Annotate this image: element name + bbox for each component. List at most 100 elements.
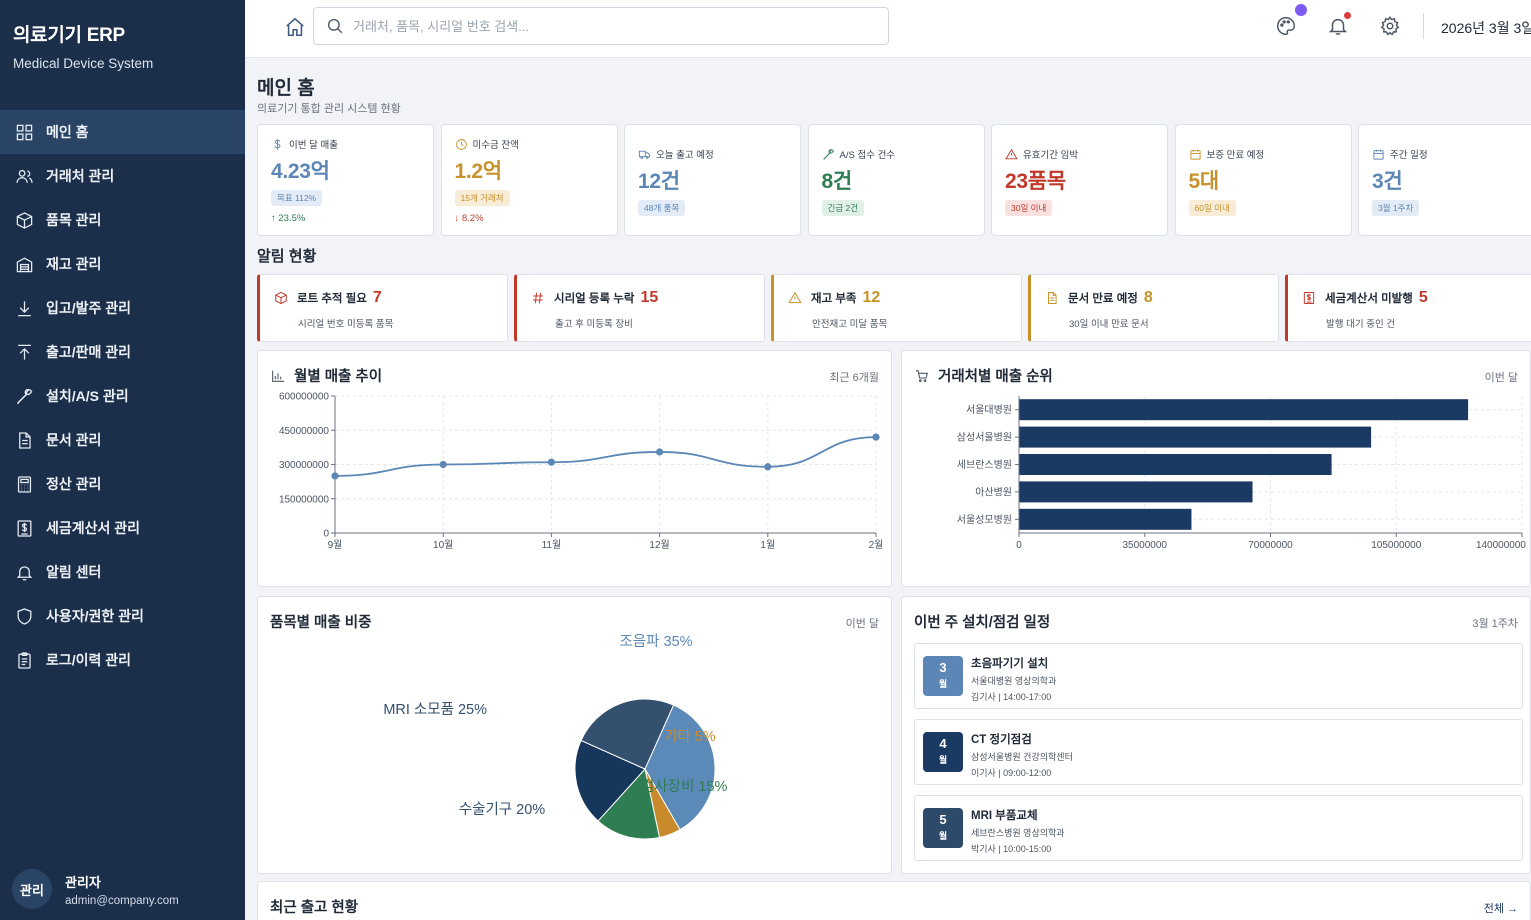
brand-title: 의료기기 ERP xyxy=(13,25,125,46)
category-label: 서울대병원 xyxy=(966,404,1012,416)
sidebar-item-9[interactable]: 세금계산서 관리 xyxy=(0,506,245,550)
sidebar-item-10[interactable]: 알림 센터 xyxy=(0,550,245,594)
sidebar-item-label: 거래처 관리 xyxy=(46,168,115,184)
warning-icon xyxy=(788,291,802,304)
data-point xyxy=(547,458,555,466)
alert-card[interactable]: 로트 추적 필요 7 시리얼 번호 미등록 품목 xyxy=(257,274,508,342)
pie-slice xyxy=(597,767,661,840)
kpi-badge: 15개 거래처 xyxy=(454,190,510,206)
sidebar-item-7[interactable]: 문서 관리 xyxy=(0,418,245,462)
page-subtitle: 의료기기 통합 관리 시스템 현황 xyxy=(257,103,401,115)
home-icon[interactable] xyxy=(284,16,306,38)
kpi-label: 오늘 출고 예정 xyxy=(656,150,714,161)
kpi-card[interactable]: 오늘 출고 예정 12건 48개 품목 xyxy=(624,124,801,236)
user-email: admin@company.com xyxy=(65,894,179,907)
sidebar-item-label: 설치/A/S 관리 xyxy=(46,388,129,404)
schedule-item[interactable]: 4 월 CT 정기점검 삼성서울병원 건강의학센터 이기사 | 09:00-12:00 xyxy=(914,719,1523,785)
sidebar-item-5[interactable]: 출고/판매 관리 xyxy=(0,330,245,374)
ranking-bar xyxy=(1019,399,1469,421)
document-icon xyxy=(1048,291,1057,305)
alert-title: 문서 만료 예정 xyxy=(1068,293,1138,305)
x-tick-label: 12월 xyxy=(649,539,669,551)
kpi-card[interactable]: A/S 접수 건수 8건 긴급 2건 xyxy=(807,124,985,236)
ranking-bar xyxy=(1019,454,1332,475)
schedule-day: 5 xyxy=(939,812,947,827)
schedule-place: 세브란스병원 영상의학과 xyxy=(971,828,1065,838)
user-profile[interactable]: 관리 관리자 admin@company.com xyxy=(0,858,245,920)
sidebar-item-3[interactable]: 재고 관리 xyxy=(0,242,245,286)
gear-icon[interactable] xyxy=(1379,15,1401,37)
sidebar-item-11[interactable]: 사용자/권한 관리 xyxy=(0,594,245,638)
palette-icon[interactable] xyxy=(1275,4,1307,37)
alert-title: 세금계산서 미발행 xyxy=(1325,293,1413,305)
kpi-badge: 60일 이내 xyxy=(1188,200,1236,216)
data-point xyxy=(764,463,772,471)
sidebar-item-0[interactable]: 메인 홈 xyxy=(0,110,245,154)
data-point xyxy=(656,448,664,456)
schedule-item[interactable]: 5 월 MRI 부품교체 세브란스병원 영상의학과 박기사 | 10:00-15:00 xyxy=(914,795,1523,861)
sidebar-item-1[interactable]: 거래처 관리 xyxy=(0,154,245,198)
kpi-card[interactable]: 유효기간 임박 23품목 30일 이내 xyxy=(991,124,1168,236)
sidebar-item-8[interactable]: 정산 관리 xyxy=(0,462,245,506)
alert-subtitle: 시리얼 번호 미등록 품목 xyxy=(298,319,394,330)
schedule-time: 김기사 | 14:00-17:00 xyxy=(971,692,1052,702)
alert-count: 15 xyxy=(640,289,659,306)
monthly-sales-card: 월별 매출 추이 최근 6개월 0 150000000 300000000 45000… xyxy=(257,350,892,587)
clipboard-icon xyxy=(17,651,31,669)
alert-count: 5 xyxy=(1418,289,1428,306)
monthly-sales-chart: 0 150000000 300000000 450000000 600000000 9월 1… xyxy=(279,392,883,552)
sidebar-item-label: 사용자/권한 관리 xyxy=(46,608,144,624)
alert-subtitle: 출고 후 미등록 장비 xyxy=(555,319,633,330)
alert-subtitle: 발행 대기 중인 건 xyxy=(1326,319,1396,330)
alert-card[interactable]: 세금계산서 미발행 5 발행 대기 중인 건 xyxy=(1285,274,1531,342)
kpi-card[interactable]: 이번 달 매출 4.23억 목표 112% ↑ 23.5% xyxy=(257,124,434,236)
kpi-value: 12건 xyxy=(638,170,680,193)
category-share-card: 품목별 매출 비중 이번 달 조음파 35% 기타 5% 검사장비 15% 수술기구 … xyxy=(257,596,892,874)
search-input[interactable] xyxy=(353,18,873,34)
sidebar-item-label: 출고/판매 관리 xyxy=(46,344,132,360)
view-all-link[interactable]: 전체 → xyxy=(1483,903,1518,915)
alert-card[interactable]: 재고 부족 12 안전재고 미달 품목 xyxy=(771,274,1022,342)
kpi-value: 8건 xyxy=(821,170,853,193)
hash-icon xyxy=(533,292,543,304)
avatar: 관리 xyxy=(12,869,52,909)
kpi-badge: 3월 1주차 xyxy=(1372,200,1420,216)
alert-card[interactable]: 시리얼 등록 누락 15 출고 후 미등록 장비 xyxy=(514,274,765,342)
bell-icon xyxy=(16,565,32,580)
sales-line xyxy=(334,436,877,477)
sidebar-item-4[interactable]: 입고/발주 관리 xyxy=(0,286,245,330)
cart-icon xyxy=(916,369,929,382)
alert-card[interactable]: 문서 만료 예정 8 30일 이내 만료 문서 xyxy=(1028,274,1279,342)
bell-icon[interactable] xyxy=(1327,12,1351,37)
download-icon xyxy=(17,300,31,316)
pie-label: 수술기구 20% xyxy=(459,801,546,818)
kpi-card[interactable]: 주간 일정 3건 3월 1주차 xyxy=(1358,124,1531,236)
sidebar-item-label: 품목 관리 xyxy=(46,212,102,228)
kpi-card[interactable]: 미수금 잔액 1.2억 15개 거래처 ↓ 8.2% xyxy=(440,124,618,236)
customer-ranking-chart: 0 35000000 70000000 105000000 140000000 서울대병원… xyxy=(957,396,1526,551)
schedule-place: 서울대병원 영상의학과 xyxy=(971,676,1057,686)
user-name: 관리자 xyxy=(65,874,101,890)
category-label: 세브란스병원 xyxy=(957,459,1012,471)
weekly-schedule-title: 이번 주 설치/점검 일정 xyxy=(914,615,1051,631)
kpi-badge: 긴급 2건 xyxy=(821,200,865,216)
kpi-card[interactable]: 보증 만료 예정 5대 60일 이내 xyxy=(1174,124,1352,236)
schedule-unit: 월 xyxy=(938,831,948,841)
clock-icon xyxy=(455,138,467,150)
sidebar-item-12[interactable]: 로그/이력 관리 xyxy=(0,638,245,682)
kpi-value: 1.2억 xyxy=(454,160,503,183)
kpi-badge: 30일 이내 xyxy=(1005,200,1053,216)
sidebar-item-2[interactable]: 품목 관리 xyxy=(0,198,245,242)
ranking-bar xyxy=(1019,481,1253,503)
x-tick-label: 70000000 xyxy=(1248,540,1293,551)
category-label: 서울성모병원 xyxy=(957,514,1012,526)
upload-icon xyxy=(17,344,31,360)
schedule-time: 박기사 | 10:00-15:00 xyxy=(971,844,1052,854)
recent-shipments-title: 최근 출고 현황 xyxy=(270,900,359,916)
category-label: 삼성서울병원 xyxy=(957,432,1012,444)
schedule-item[interactable]: 3 월 초음파기기 설치 서울대병원 영상의학과 김기사 | 14:00-17:00 xyxy=(914,643,1523,709)
pie-label: 조음파 35% xyxy=(619,633,692,650)
sidebar-item-6[interactable]: 설치/A/S 관리 xyxy=(0,374,245,418)
